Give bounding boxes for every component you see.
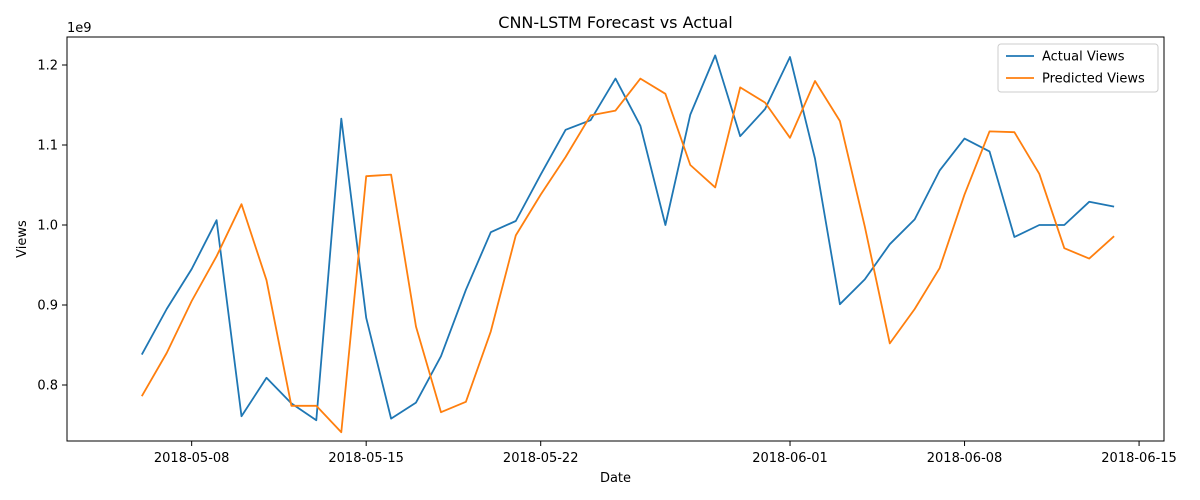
x-tick-label: 2018-05-08 bbox=[154, 451, 230, 466]
y-axis-label: Views bbox=[15, 220, 30, 258]
y-tick-label: 0.8 bbox=[37, 379, 58, 394]
y-offset-label: 1e9 bbox=[67, 21, 92, 36]
legend-label-actual: Actual Views bbox=[1042, 50, 1125, 65]
x-tick-label: 2018-06-15 bbox=[1101, 451, 1177, 466]
chart-title: CNN-LSTM Forecast vs Actual bbox=[498, 13, 732, 32]
legend: Actual Views Predicted Views bbox=[997, 43, 1159, 93]
y-tick-label: 1.1 bbox=[37, 139, 58, 154]
x-axis: 2018-05-08 2018-05-15 2018-05-22 2018-06-01… bbox=[154, 441, 1177, 466]
x-tick-label: 2018-06-01 bbox=[752, 451, 828, 466]
legend-label-predicted: Predicted Views bbox=[1042, 72, 1145, 87]
y-tick-label: 0.9 bbox=[37, 299, 58, 314]
y-axis: 0.8 0.9 1.0 1.1 1.2 bbox=[37, 59, 67, 394]
x-tick-label: 2018-06-08 bbox=[927, 451, 1003, 466]
series-line-actual bbox=[141, 54, 1115, 422]
x-tick-label: 2018-05-22 bbox=[503, 451, 579, 466]
series-line-predicted bbox=[141, 77, 1115, 434]
plot-lines bbox=[141, 54, 1115, 434]
x-tick-label: 2018-05-15 bbox=[328, 451, 404, 466]
y-tick-label: 1.0 bbox=[37, 219, 58, 234]
y-tick-label: 1.2 bbox=[37, 59, 58, 74]
legend-box bbox=[997, 43, 1159, 93]
x-axis-label: Date bbox=[600, 471, 631, 486]
plot-area-frame bbox=[66, 36, 1165, 442]
